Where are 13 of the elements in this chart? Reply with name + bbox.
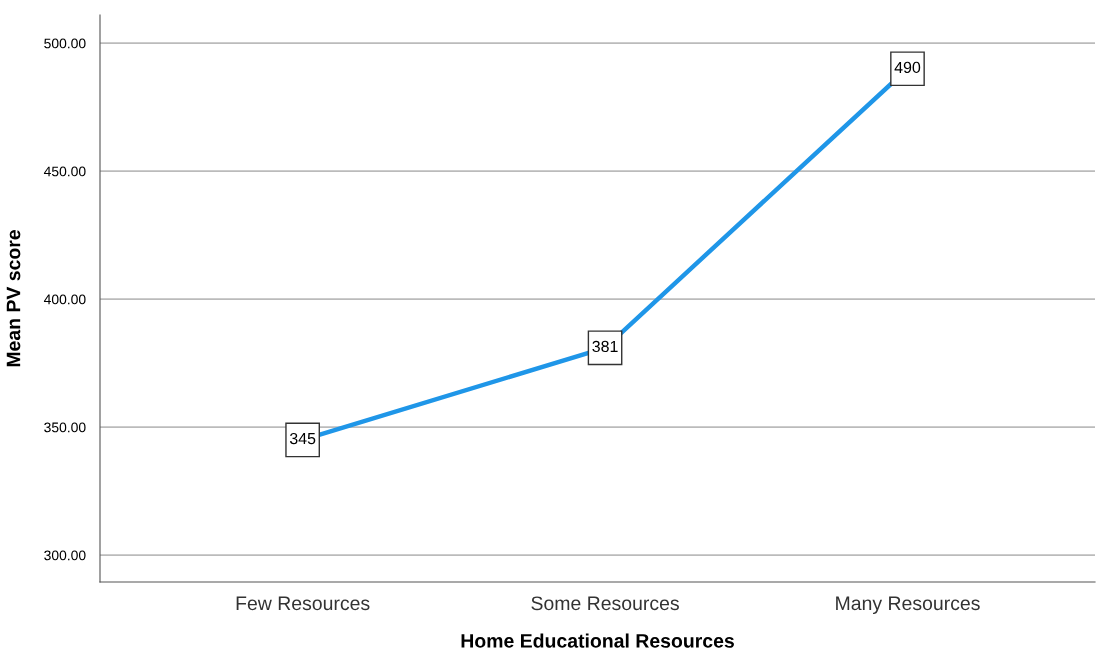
data-label: 381	[592, 340, 618, 353]
x-axis-title: Home Educational Resources	[461, 633, 734, 648]
x-tick-label: Many Resources	[836, 596, 980, 615]
y-tick-label: 500.00	[44, 38, 86, 49]
y-tick-label: 450.00	[43, 166, 86, 177]
y-tick-label: 350.00	[44, 422, 86, 433]
y-tick-label: 400.00	[43, 294, 86, 305]
data-label: 345	[289, 432, 316, 445]
y-axis-title: Mean PV score	[6, 229, 21, 367]
y-tick-label: 300.00	[44, 550, 86, 561]
x-tick-label: Few Resources	[236, 596, 370, 611]
x-tick-label: Some Resources	[531, 596, 679, 611]
data-label: 490	[894, 61, 921, 74]
